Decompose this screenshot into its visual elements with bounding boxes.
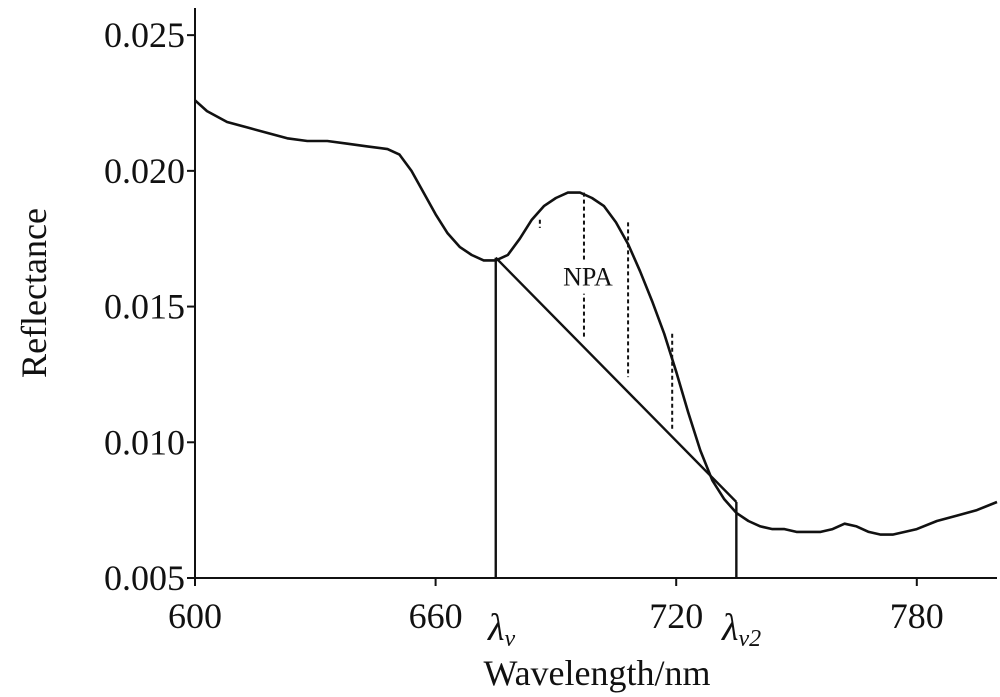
axes xyxy=(194,8,997,579)
x-tick-label: 660 xyxy=(409,596,463,636)
y-axis-title: Reflectance xyxy=(14,208,54,378)
x-tick-label: 720 xyxy=(649,596,703,636)
x-axis-title: Wavelength/nm xyxy=(483,653,710,693)
y-tick-label: 0.010 xyxy=(104,422,185,462)
npa-label-background xyxy=(552,259,623,294)
plot-area xyxy=(194,99,998,578)
lambda-v-label: λv xyxy=(487,607,515,652)
x-tick-label: 780 xyxy=(890,596,944,636)
x-ticks: 600 660 720 780 xyxy=(168,578,944,636)
y-tick-label: 0.020 xyxy=(104,151,185,191)
y-tick-label: 0.015 xyxy=(104,287,185,327)
npa-label: NPA xyxy=(563,263,613,292)
lambda-symbol: λ xyxy=(487,607,504,649)
y-tick-label: 0.005 xyxy=(104,558,185,598)
baseline-line xyxy=(494,256,738,503)
reflectance-curve xyxy=(194,99,998,536)
lambda-v2-subscript: v2 xyxy=(738,626,761,652)
lambda-v2-label: λv2 xyxy=(721,607,761,652)
y-ticks: 0.005 0.010 0.015 0.020 0.025 xyxy=(104,15,195,598)
lambda-v-subscript: v xyxy=(504,626,515,652)
y-tick-label: 0.025 xyxy=(104,15,185,55)
x-tick-label: 600 xyxy=(168,596,222,636)
lambda-symbol-2: λ xyxy=(721,607,738,649)
